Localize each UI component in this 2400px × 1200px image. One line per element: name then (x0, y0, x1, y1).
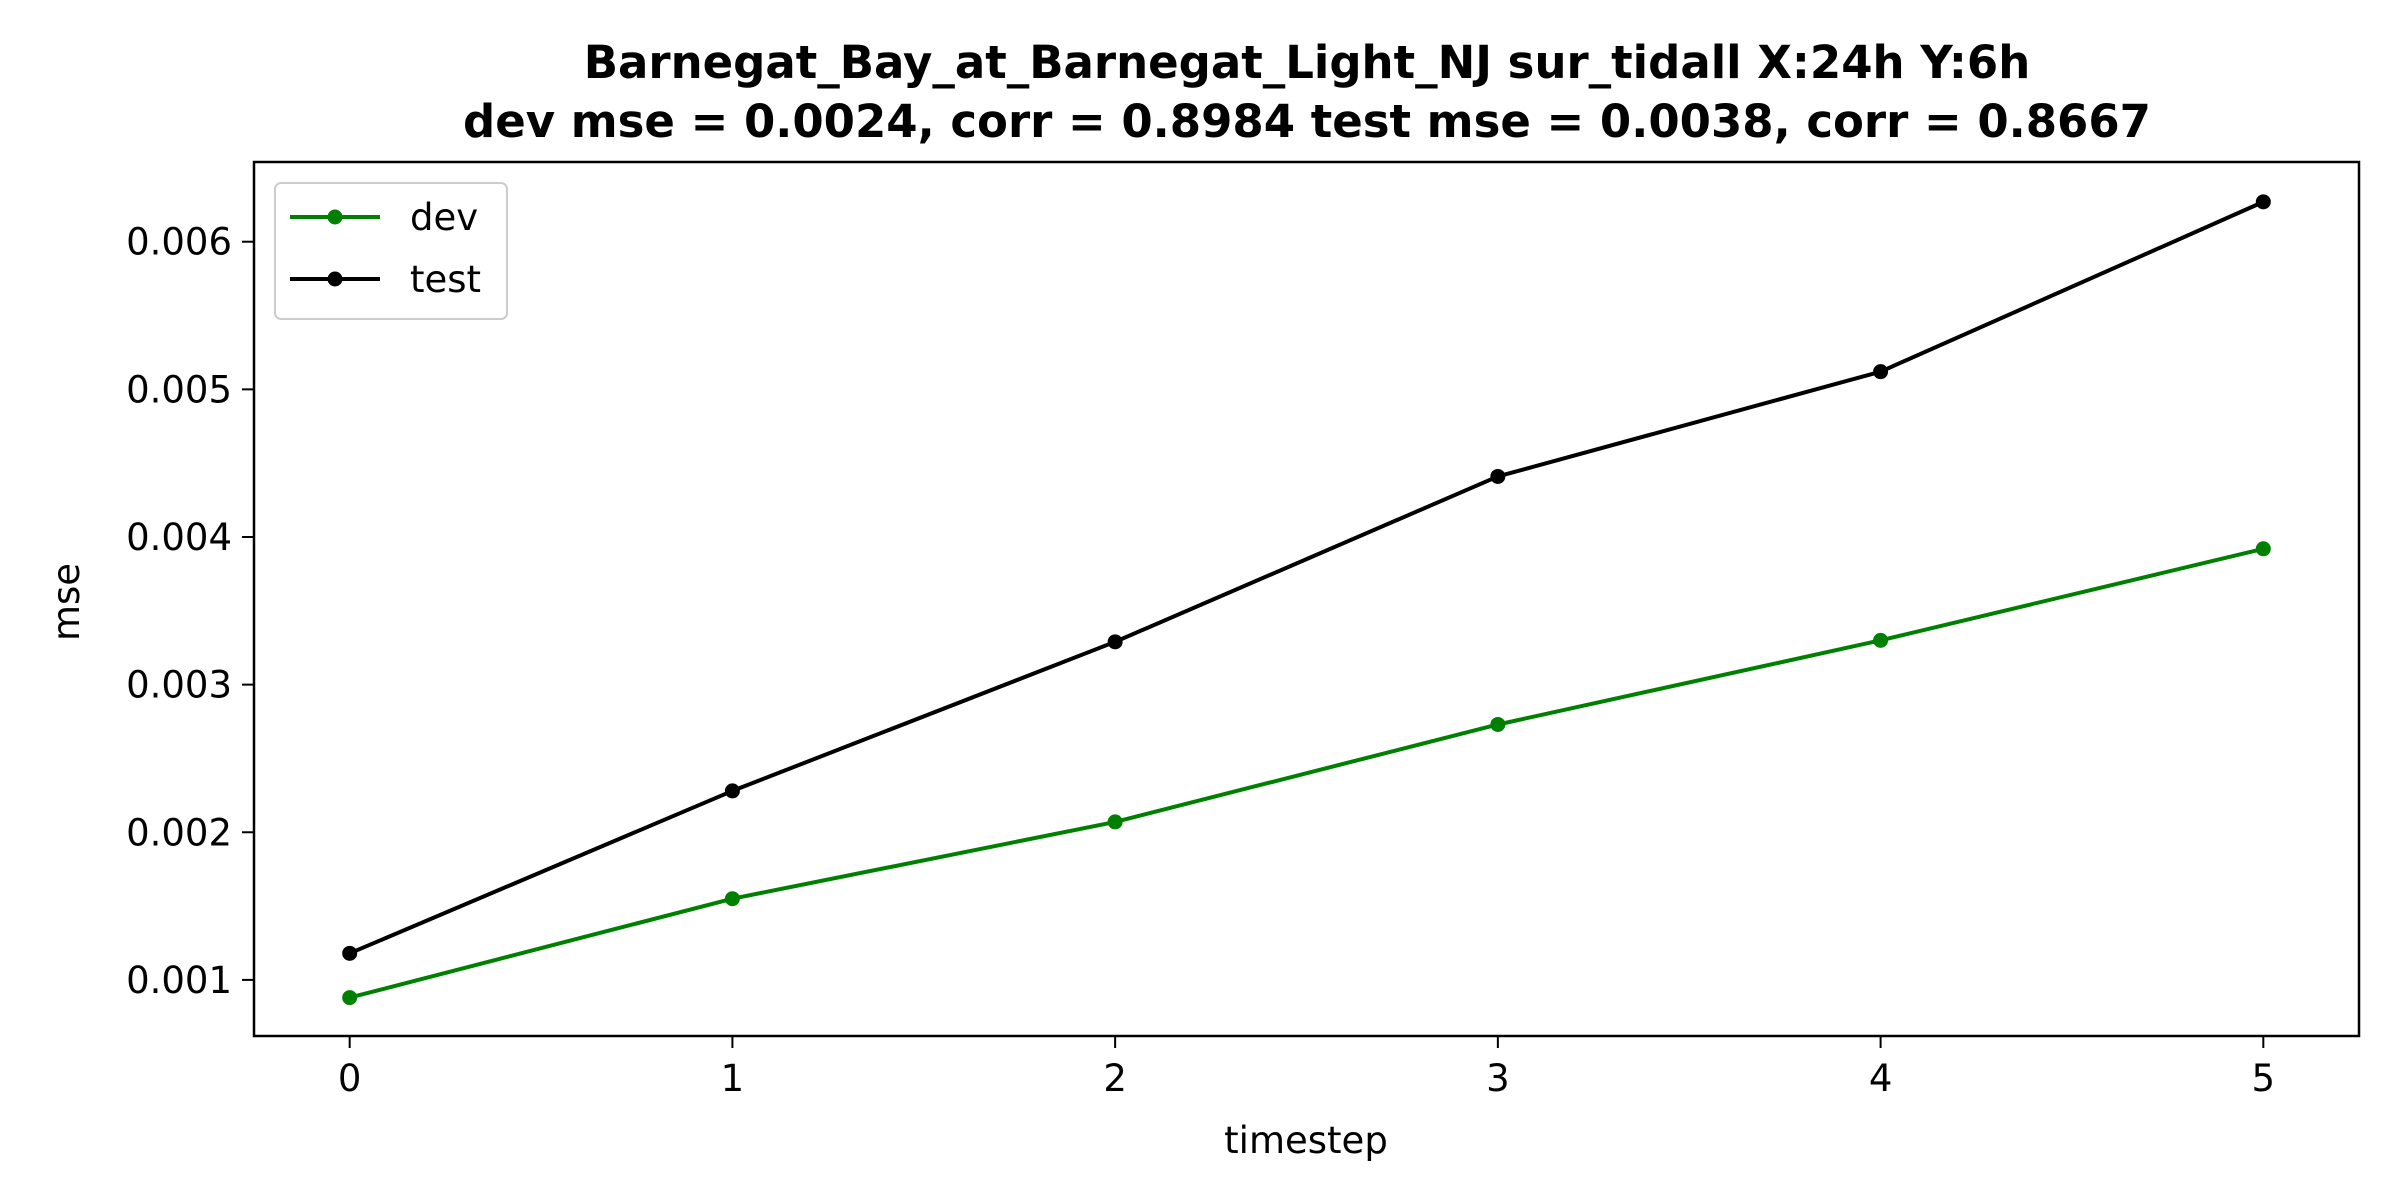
data-point-test (1107, 634, 1123, 650)
data-point-dev (342, 990, 358, 1006)
series-line-test (348, 200, 2265, 956)
data-point-test (1873, 364, 1889, 380)
x-tick-label: 4 (1869, 1057, 1893, 1100)
data-point-dev (1490, 716, 1506, 732)
x-tick-label: 2 (1103, 1057, 1127, 1100)
legend-label-dev: dev (410, 196, 478, 239)
plot-frame (252, 160, 2361, 1038)
data-point-test (342, 945, 358, 961)
legend: dev test (274, 182, 508, 320)
y-tick-label: 0.005 (126, 368, 232, 411)
axis-ticks: 0 1 2 3 4 5 0.001 0.002 0.003 0.004 0.005 0.006 (126, 221, 2275, 1100)
y-tick-label: 0.001 (126, 959, 232, 1002)
chart-title-line2: dev mse = 0.0024, corr = 0.8984 test mse… (463, 95, 2151, 148)
y-tick-label: 0.002 (126, 811, 232, 854)
series-lines (342, 194, 2271, 1006)
data-point-dev (1107, 814, 1123, 830)
data-point-test (724, 783, 740, 799)
x-tick-label: 5 (2252, 1057, 2276, 1100)
y-tick-label: 0.003 (126, 664, 232, 707)
y-tick-label: 0.004 (126, 516, 232, 559)
data-point-dev (2255, 541, 2271, 557)
x-tick-label: 1 (721, 1057, 745, 1100)
chart-title-line1: Barnegat_Bay_at_Barnegat_Light_NJ sur_ti… (584, 36, 2031, 89)
y-axis-label: mse (45, 563, 88, 641)
x-axis-label: timestep (1224, 1119, 1388, 1162)
data-point-dev (724, 891, 740, 907)
legend-marker-dev (327, 209, 343, 225)
data-point-test (2255, 194, 2271, 210)
data-point-test (1490, 468, 1506, 484)
legend-marker-test (327, 271, 343, 287)
x-tick-label: 0 (338, 1057, 362, 1100)
legend-label-test: test (410, 258, 481, 301)
series-line-dev (349, 546, 2264, 1000)
data-point-dev (1873, 632, 1889, 648)
x-tick-label: 3 (1486, 1057, 1510, 1100)
y-tick-label: 0.006 (126, 221, 232, 264)
